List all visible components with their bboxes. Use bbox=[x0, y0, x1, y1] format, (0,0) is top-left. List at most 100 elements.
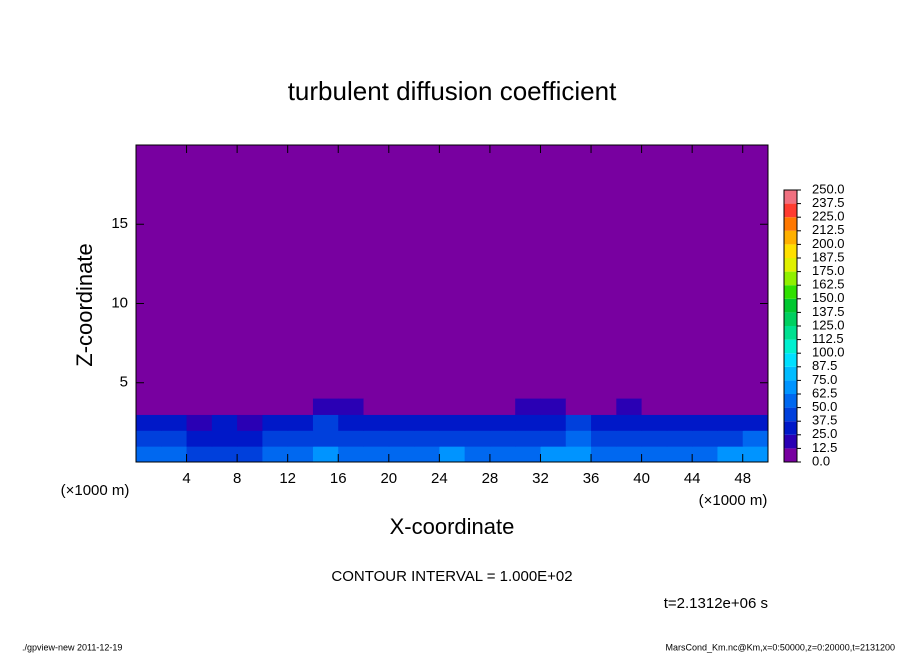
footer-right: MarsCond_Km.nc@Km,x=0:50000,z=0:20000,t=… bbox=[665, 642, 895, 652]
field-cell bbox=[338, 414, 365, 431]
colorbar-swatch bbox=[784, 244, 797, 258]
field-cell bbox=[211, 430, 238, 447]
field-cell bbox=[161, 398, 188, 415]
y-tick-label: 10 bbox=[111, 294, 128, 311]
colorbar-swatch bbox=[784, 407, 797, 422]
colorbar-label: 137.5 bbox=[812, 304, 845, 319]
colorbar-swatch bbox=[784, 230, 797, 245]
field-cell bbox=[439, 430, 466, 447]
colorbar-swatch bbox=[784, 271, 797, 286]
field-cell bbox=[717, 446, 744, 463]
field-cell bbox=[237, 414, 263, 431]
colorbar-swatch bbox=[784, 326, 797, 340]
field-cell bbox=[717, 414, 744, 431]
colorbar-label: 237.5 bbox=[812, 195, 845, 210]
field-cell bbox=[414, 446, 440, 463]
field-cell bbox=[515, 414, 541, 431]
x-tick-label: 40 bbox=[633, 470, 650, 487]
field-cell bbox=[388, 414, 415, 431]
field-cell bbox=[616, 414, 643, 431]
field-cell bbox=[692, 414, 718, 431]
field-cell bbox=[692, 446, 718, 463]
field-cell bbox=[540, 430, 567, 447]
field-cell bbox=[262, 446, 289, 463]
field-cell bbox=[312, 398, 339, 415]
field-cell bbox=[565, 446, 592, 463]
colorbar-label: 175.0 bbox=[812, 263, 845, 278]
field-cell bbox=[540, 398, 567, 415]
field-cell bbox=[591, 430, 617, 447]
field-cell bbox=[363, 414, 390, 431]
x-tick-label: 20 bbox=[380, 470, 397, 487]
field-cell bbox=[414, 430, 440, 447]
field-cell bbox=[363, 398, 390, 415]
field-cell bbox=[312, 430, 339, 447]
colorbar-label: 62.5 bbox=[812, 385, 837, 400]
colorbar-label: 0.0 bbox=[812, 453, 830, 468]
field-cell bbox=[565, 398, 592, 415]
colorbar-swatch bbox=[784, 448, 797, 462]
field-cell bbox=[262, 414, 289, 431]
field-cell bbox=[616, 398, 643, 415]
field-cell bbox=[464, 398, 491, 415]
colorbar-label: 212.5 bbox=[812, 222, 845, 237]
field-cell bbox=[666, 414, 693, 431]
field-cell bbox=[641, 446, 668, 463]
field-cell bbox=[489, 398, 516, 415]
colorbar-label: 250.0 bbox=[812, 181, 845, 196]
field-cell bbox=[742, 414, 769, 431]
field-cell bbox=[540, 446, 567, 463]
field-cell bbox=[186, 430, 213, 447]
field-cell bbox=[666, 398, 693, 415]
colorbar-label: 87.5 bbox=[812, 358, 837, 373]
field-cell bbox=[641, 398, 668, 415]
field-cell bbox=[338, 430, 365, 447]
field-cell bbox=[439, 414, 466, 431]
field-cell bbox=[312, 446, 339, 463]
field-cell bbox=[692, 398, 718, 415]
y-tick-label: 5 bbox=[120, 374, 128, 391]
colorbar-label: 25.0 bbox=[812, 426, 837, 441]
field-cell bbox=[388, 430, 415, 447]
x-tick-label: 12 bbox=[279, 470, 296, 487]
field-cell bbox=[489, 414, 516, 431]
field-cell bbox=[464, 446, 491, 463]
field-cell bbox=[540, 414, 567, 431]
field-cell bbox=[388, 398, 415, 415]
field-cell bbox=[211, 414, 238, 431]
colorbar-swatch bbox=[784, 339, 797, 354]
field-cell bbox=[515, 398, 541, 415]
field-cell bbox=[414, 398, 440, 415]
x-tick-label: 36 bbox=[583, 470, 600, 487]
field-cell bbox=[742, 430, 769, 447]
colorbar-label: 200.0 bbox=[812, 236, 845, 251]
colorbar-label: 75.0 bbox=[812, 372, 837, 387]
x-tick-label: 48 bbox=[734, 470, 751, 487]
colorbar-swatch bbox=[784, 421, 797, 435]
colorbar-label: 37.5 bbox=[812, 413, 837, 428]
x-tick-label: 16 bbox=[330, 470, 347, 487]
field-cell bbox=[515, 446, 541, 463]
field-cell bbox=[136, 446, 162, 463]
field-cell bbox=[666, 430, 693, 447]
field-cell bbox=[287, 430, 314, 447]
contour-interval: CONTOUR INTERVAL = 1.000E+02 bbox=[331, 568, 572, 585]
y-tick-label: 15 bbox=[111, 215, 128, 232]
field-cell bbox=[211, 446, 238, 463]
field-cell bbox=[515, 430, 541, 447]
x-tick-label: 32 bbox=[532, 470, 549, 487]
field-cell bbox=[742, 398, 769, 415]
field-cell bbox=[186, 398, 213, 415]
field-cell bbox=[591, 398, 617, 415]
colorbar-swatch bbox=[784, 366, 797, 381]
field-cell bbox=[186, 446, 213, 463]
x-tick-label: 4 bbox=[182, 470, 190, 487]
colorbar-swatch bbox=[784, 434, 797, 449]
field-cell bbox=[287, 398, 314, 415]
field-cell bbox=[262, 430, 289, 447]
field-cell bbox=[136, 398, 162, 415]
field-cell bbox=[692, 430, 718, 447]
chart-title: turbulent diffusion coefficient bbox=[288, 76, 617, 106]
field-cell bbox=[439, 446, 466, 463]
